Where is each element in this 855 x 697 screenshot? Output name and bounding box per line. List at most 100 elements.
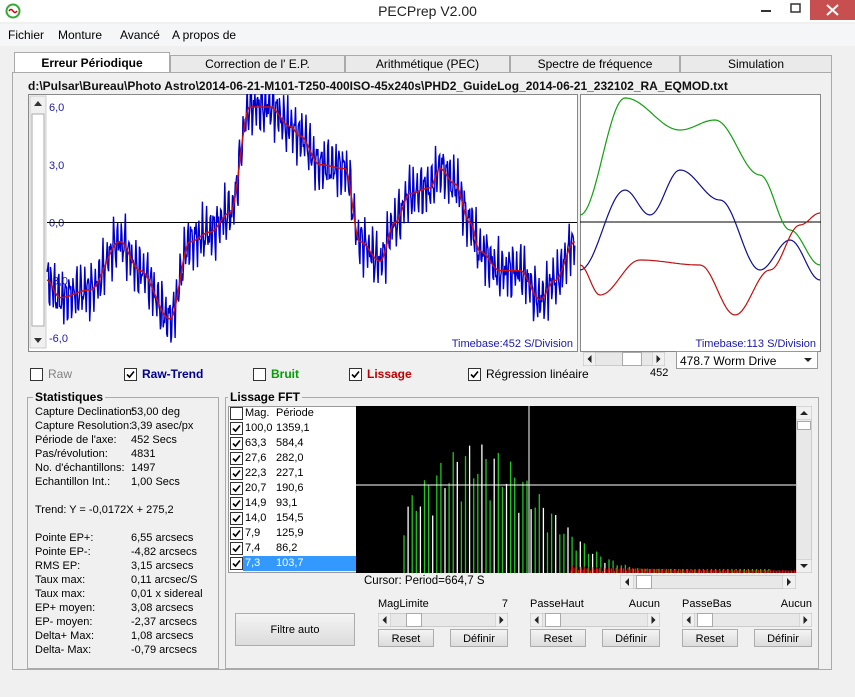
scroll-arrow[interactable] bbox=[682, 613, 695, 627]
v-scroll-thumb bbox=[31, 113, 45, 327]
arrow-glyph bbox=[625, 578, 629, 586]
filter-value: Aucun bbox=[628, 598, 660, 610]
scroll-up bbox=[34, 101, 42, 106]
checkbox[interactable] bbox=[230, 512, 243, 525]
tab[interactable]: Correction de l' E.P. bbox=[170, 55, 345, 72]
fft-period[interactable]: 282,0 bbox=[276, 452, 304, 464]
checkbox[interactable] bbox=[230, 527, 243, 540]
option-label[interactable]: Raw-Trend bbox=[142, 367, 204, 381]
fft-mag[interactable]: 20,7 bbox=[245, 482, 267, 494]
slider-thumb[interactable] bbox=[697, 613, 713, 627]
tab[interactable]: Spectre de fréquence bbox=[510, 55, 680, 72]
menu-item[interactable]: Fichier bbox=[8, 28, 45, 42]
checkbox[interactable] bbox=[230, 422, 243, 435]
checkbox[interactable] bbox=[30, 368, 43, 381]
define-button[interactable]: Définir bbox=[602, 629, 660, 647]
define-button[interactable]: Définir bbox=[754, 629, 812, 647]
option-label[interactable]: Bruit bbox=[271, 367, 299, 381]
checkbox[interactable] bbox=[230, 497, 243, 510]
fft-mag[interactable]: 14,0 bbox=[245, 512, 267, 524]
checkbox[interactable] bbox=[230, 542, 243, 555]
checkbox[interactable] bbox=[124, 368, 137, 381]
tab[interactable]: Arithmétique (PEC) bbox=[345, 55, 510, 72]
checkbox-box bbox=[230, 482, 243, 495]
fft-period[interactable]: 190,6 bbox=[276, 482, 304, 494]
slider-thumb[interactable] bbox=[406, 613, 422, 627]
stat-value: 3,39 asec/px bbox=[131, 420, 194, 432]
scroll-arrow[interactable] bbox=[796, 406, 812, 420]
scroll-down bbox=[34, 338, 42, 343]
stat-value: 6,55 arcsecs bbox=[131, 532, 194, 544]
scroll-thumb[interactable] bbox=[622, 352, 642, 366]
scroll-arrow[interactable] bbox=[782, 575, 796, 589]
option-label[interactable]: Régression linéaire bbox=[486, 367, 589, 381]
fft-period[interactable]: 125,9 bbox=[276, 527, 304, 539]
fft-mag[interactable]: 7,4 bbox=[245, 542, 261, 554]
fft-period[interactable]: 93,1 bbox=[276, 497, 298, 509]
checkbox[interactable] bbox=[230, 407, 243, 420]
fft-mag[interactable]: 14,9 bbox=[245, 497, 267, 509]
app-icon bbox=[5, 3, 21, 19]
fft-mag[interactable]: 63,3 bbox=[245, 437, 267, 449]
stat-label: No. d'échantillons: bbox=[35, 462, 125, 474]
fft-period[interactable]: 154,5 bbox=[276, 512, 304, 524]
checkbox[interactable] bbox=[230, 467, 243, 480]
scroll-arrow[interactable] bbox=[647, 613, 660, 627]
checkbox[interactable] bbox=[468, 368, 481, 381]
reset-button[interactable]: Reset bbox=[378, 629, 434, 647]
blue-curve bbox=[580, 169, 821, 281]
scroll-thumb[interactable] bbox=[636, 575, 652, 589]
scroll-arrow[interactable] bbox=[620, 575, 634, 589]
define-button[interactable]: Définir bbox=[450, 629, 508, 647]
fft-list bbox=[228, 406, 357, 573]
checkbox[interactable] bbox=[230, 482, 243, 495]
stat-value: 4831 bbox=[131, 448, 156, 460]
option-label[interactable]: Raw bbox=[48, 367, 73, 381]
scroll-arrow[interactable] bbox=[799, 613, 812, 627]
fft-period[interactable]: 103,7 bbox=[276, 557, 304, 569]
timebase: Timebase:452 S/Division bbox=[452, 338, 573, 350]
fft-mag[interactable]: 22,3 bbox=[245, 467, 267, 479]
fft-mag[interactable]: 7,9 bbox=[245, 527, 261, 539]
menu-item[interactable]: Avancé bbox=[120, 28, 160, 42]
fft-mag[interactable]: 7,3 bbox=[245, 557, 261, 569]
checkbox[interactable] bbox=[230, 437, 243, 450]
fft-mag[interactable]: 27,6 bbox=[245, 452, 267, 464]
slider-thumb[interactable] bbox=[545, 613, 561, 627]
tab[interactable]: Simulation bbox=[680, 55, 832, 72]
v-scroll[interactable] bbox=[796, 406, 812, 573]
scroll-thumb[interactable] bbox=[797, 421, 811, 430]
red-curve bbox=[580, 212, 821, 316]
reset-button[interactable]: Reset bbox=[682, 629, 738, 647]
scroll-arrow[interactable] bbox=[530, 613, 543, 627]
checkbox-box bbox=[349, 368, 362, 381]
fft-period[interactable]: 227,1 bbox=[276, 467, 304, 479]
slider-track[interactable] bbox=[378, 613, 508, 627]
menu-item[interactable]: Monture bbox=[58, 28, 103, 42]
scroll-arrow[interactable] bbox=[495, 613, 508, 627]
checkbox[interactable] bbox=[230, 452, 243, 465]
group-box bbox=[225, 397, 819, 669]
checkbox[interactable] bbox=[349, 368, 362, 381]
checkbox[interactable] bbox=[230, 557, 243, 570]
checkmark bbox=[126, 370, 135, 379]
fft-period[interactable]: 86,2 bbox=[276, 542, 298, 554]
fft-period[interactable]: 1359,1 bbox=[276, 422, 310, 434]
scroll-arrow[interactable] bbox=[796, 559, 812, 573]
fft-mag[interactable]: 100,0 bbox=[245, 422, 273, 434]
fft-period[interactable]: 584,4 bbox=[276, 437, 304, 449]
stat-value: 1,00 Secs bbox=[131, 476, 180, 488]
filtre-auto-button[interactable]: Filtre auto bbox=[235, 613, 355, 646]
reset-button[interactable]: Reset bbox=[530, 629, 586, 647]
checkbox-box bbox=[230, 557, 243, 570]
window-buttons bbox=[761, 0, 855, 20]
scroll-arrow[interactable] bbox=[583, 352, 596, 366]
arrow-glyph bbox=[787, 578, 791, 586]
worm-select[interactable]: 478.7 Worm Drive bbox=[676, 351, 818, 369]
scroll-arrow[interactable] bbox=[652, 352, 665, 366]
tab[interactable]: Erreur Périodique bbox=[14, 52, 170, 72]
scroll-arrow[interactable] bbox=[378, 613, 391, 627]
option-label[interactable]: Lissage bbox=[367, 367, 412, 381]
menu-item[interactable]: A propos de bbox=[172, 28, 237, 42]
checkbox[interactable] bbox=[253, 368, 266, 381]
